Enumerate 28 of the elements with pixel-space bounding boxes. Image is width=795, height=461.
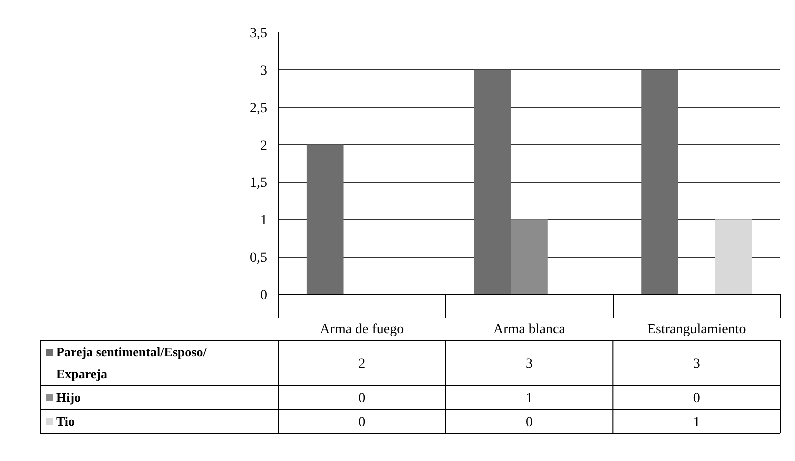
legend-label: Hijo [56, 390, 82, 405]
legend-label: Tio [56, 414, 76, 429]
x-tick-label: Estrangulamiento [647, 322, 746, 338]
bar [715, 220, 752, 294]
bar [642, 70, 678, 294]
data-label: 3 [526, 357, 533, 372]
data-label: 0 [358, 416, 366, 430]
y-tick-label: 3 [260, 64, 268, 79]
data-label: 2 [358, 357, 366, 372]
bar [474, 70, 512, 294]
data-label: 0 [693, 392, 700, 406]
data-label: 0 [358, 392, 366, 406]
x-tick-label: Arma de fuego [320, 322, 404, 338]
y-tick-label: 0,5 [250, 251, 268, 266]
y-tick-label: 2 [260, 138, 268, 154]
y-tick-label: 1,5 [250, 176, 268, 192]
data-label: 1 [526, 392, 533, 406]
bar [306, 144, 344, 294]
legend-label: Pareja sentimental/Esposo/Expareja [56, 344, 208, 382]
y-tick-label: 3,5 [250, 26, 268, 42]
x-tick-label: Arma blanca [494, 322, 566, 338]
data-label: 1 [693, 416, 700, 430]
data-label: 3 [693, 357, 700, 372]
data-label: 0 [526, 416, 533, 430]
y-tick-label: 0 [260, 288, 268, 304]
y-tick-label: 2,5 [250, 101, 268, 116]
y-tick-label: 1 [260, 214, 268, 229]
bar [511, 220, 548, 294]
